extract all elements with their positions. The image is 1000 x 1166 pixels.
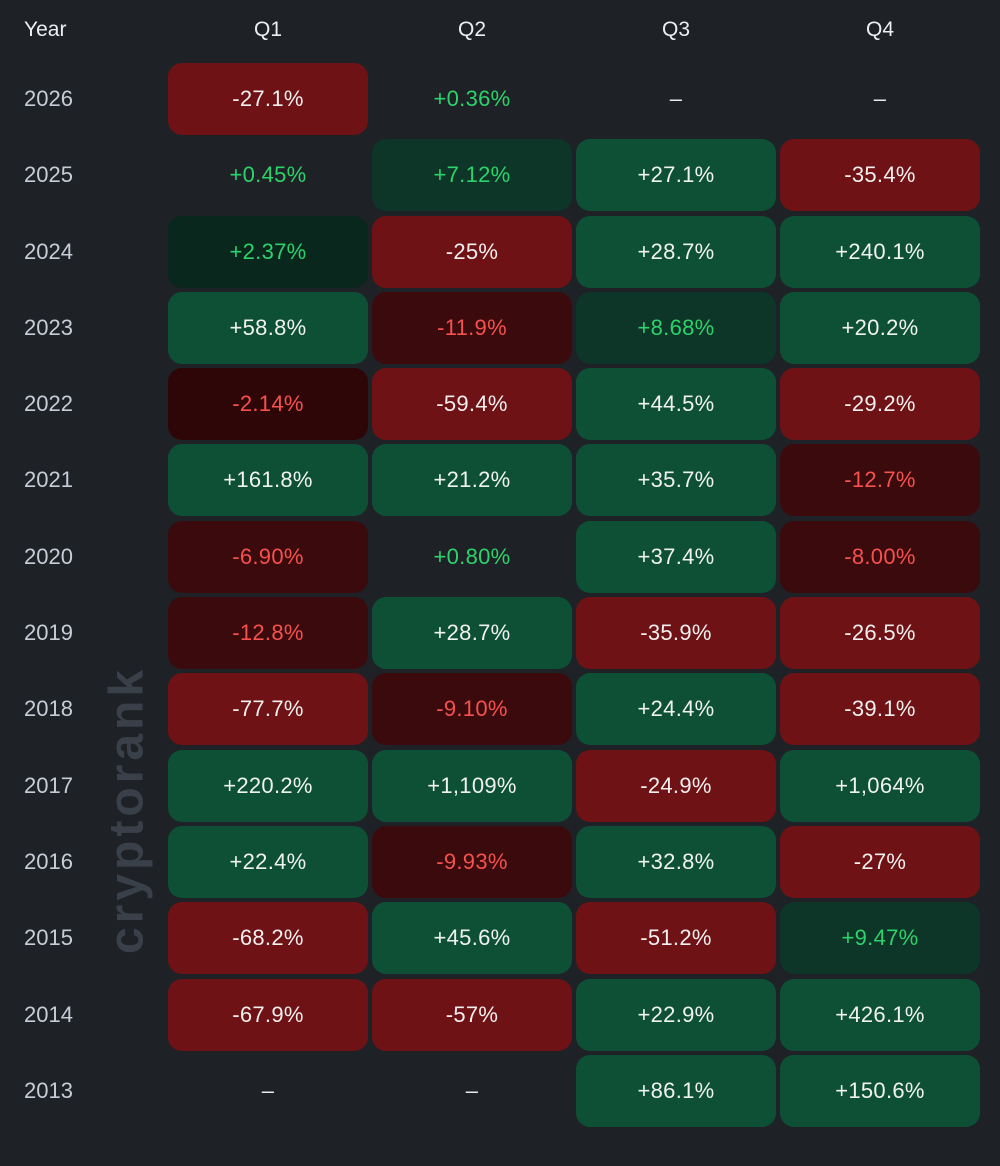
table-row: 2020 -6.90% +0.80% +37.4% -8.00% bbox=[0, 520, 1000, 593]
quarter-cell: +220.2% bbox=[168, 749, 368, 822]
table-row: 2024 +2.37% -25% +28.7% +240.1% bbox=[0, 215, 1000, 288]
table-row: 2023 +58.8% -11.9% +8.68% +20.2% bbox=[0, 291, 1000, 364]
quarter-cell: – bbox=[669, 86, 683, 111]
quarter-cell: -27.1% bbox=[168, 63, 368, 135]
year-column-header: Year bbox=[24, 18, 67, 41]
quarter-cell: -77.7% bbox=[168, 673, 368, 746]
year-label: 2016 bbox=[24, 848, 73, 874]
table-row: 2016 +22.4% -9.93% +32.8% -27% bbox=[0, 825, 1000, 898]
quarter-cell: -35.4% bbox=[780, 139, 980, 212]
quarter-cell: – bbox=[465, 1077, 479, 1103]
quarter-cell: +28.7% bbox=[372, 597, 572, 670]
year-label: 2020 bbox=[24, 543, 73, 569]
quarter-cell: +22.4% bbox=[168, 825, 368, 898]
quarter-cell: +161.8% bbox=[168, 444, 368, 517]
quarter-cell: +37.4% bbox=[576, 520, 776, 593]
quarter-cell: +7.12% bbox=[372, 139, 572, 212]
quarter-cell: +0.80% bbox=[433, 543, 511, 569]
year-label: 2021 bbox=[24, 467, 73, 493]
table-row: 2019 -12.8% +28.7% -35.9% -26.5% bbox=[0, 597, 1000, 670]
quarter-cell: +0.45% bbox=[229, 162, 307, 188]
year-label: 2015 bbox=[24, 925, 73, 951]
year-label: 2018 bbox=[24, 696, 73, 722]
quarter-cell: – bbox=[261, 1077, 275, 1103]
quarter-cell: +86.1% bbox=[576, 1054, 776, 1127]
year-label: 2019 bbox=[24, 620, 73, 646]
quarter-cell: -8.00% bbox=[780, 520, 980, 593]
quarter-header-q2: Q2 bbox=[457, 18, 486, 41]
table-row: 2026 -27.1% +0.36% – – bbox=[0, 63, 1000, 135]
quarter-cell: -11.9% bbox=[372, 291, 572, 364]
table-row: 2018 -77.7% -9.10% +24.4% -39.1% bbox=[0, 673, 1000, 746]
table-row: 2014 -67.9% -57% +22.9% +426.1% bbox=[0, 978, 1000, 1051]
quarter-cell: +1,109% bbox=[372, 749, 572, 822]
year-label: 2013 bbox=[24, 1077, 73, 1103]
quarter-cell: -24.9% bbox=[576, 749, 776, 822]
year-label: 2023 bbox=[24, 314, 73, 340]
quarter-cell: -2.14% bbox=[168, 368, 368, 441]
quarter-cell: – bbox=[873, 86, 887, 111]
table-row: 2013 – – +86.1% +150.6% bbox=[0, 1054, 1000, 1127]
table-row: 2025 +0.45% +7.12% +27.1% -35.4% bbox=[0, 139, 1000, 212]
table-row: 2022 -2.14% -59.4% +44.5% -29.2% bbox=[0, 368, 1000, 441]
quarter-cell: +20.2% bbox=[780, 291, 980, 364]
quarter-cell: +0.36% bbox=[433, 86, 511, 111]
quarter-cell: +24.4% bbox=[576, 673, 776, 746]
quarter-cell: -29.2% bbox=[780, 368, 980, 441]
quarter-cell: +8.68% bbox=[576, 291, 776, 364]
table-row: 2021 +161.8% +21.2% +35.7% -12.7% bbox=[0, 444, 1000, 517]
year-label: 2026 bbox=[24, 86, 73, 111]
quarter-cell: -12.7% bbox=[780, 444, 980, 517]
quarter-cell: -12.8% bbox=[168, 597, 368, 670]
quarter-cell: -35.9% bbox=[576, 597, 776, 670]
year-label: 2024 bbox=[24, 238, 73, 264]
quarter-header-q3: Q3 bbox=[661, 18, 690, 41]
quarter-cell: +35.7% bbox=[576, 444, 776, 517]
quarter-cell: -51.2% bbox=[576, 902, 776, 975]
quarter-cell: +150.6% bbox=[780, 1054, 980, 1127]
quarter-cell: +58.8% bbox=[168, 291, 368, 364]
quarter-cell: -68.2% bbox=[168, 902, 368, 975]
year-label: 2017 bbox=[24, 772, 73, 798]
quarter-cell: +9.47% bbox=[780, 902, 980, 975]
quarter-cell: -6.90% bbox=[168, 520, 368, 593]
quarter-cell: +32.8% bbox=[576, 825, 776, 898]
quarter-cell: -59.4% bbox=[372, 368, 572, 441]
year-label: 2022 bbox=[24, 391, 73, 417]
quarter-cell: +22.9% bbox=[576, 978, 776, 1051]
quarter-cell: -9.93% bbox=[372, 825, 572, 898]
quarter-cell: +240.1% bbox=[780, 215, 980, 288]
year-label: 2025 bbox=[24, 162, 73, 188]
quarter-cell: +27.1% bbox=[576, 139, 776, 212]
quarter-cell: +2.37% bbox=[168, 215, 368, 288]
quarter-cell: -25% bbox=[372, 215, 572, 288]
quarter-header-q1: Q1 bbox=[253, 18, 282, 41]
table-header: Year Q1 Q2 Q3 Q4 bbox=[0, 0, 1000, 63]
quarter-cell: +45.6% bbox=[372, 902, 572, 975]
table-row: 2015 -68.2% +45.6% -51.2% +9.47% bbox=[0, 902, 1000, 975]
quarter-cell: -26.5% bbox=[780, 597, 980, 670]
quarter-cell: +28.7% bbox=[576, 215, 776, 288]
quarter-cell: +426.1% bbox=[780, 978, 980, 1051]
quarter-cell: -9.10% bbox=[372, 673, 572, 746]
year-label: 2014 bbox=[24, 1001, 73, 1027]
quarter-cell: +44.5% bbox=[576, 368, 776, 441]
quarter-cell: +1,064% bbox=[780, 749, 980, 822]
quarter-cell: -39.1% bbox=[780, 673, 980, 746]
table-body: 2026 -27.1% +0.36% – – 2025 +0.45% +7.12% +27.1%… bbox=[0, 63, 1000, 1127]
quarter-cell: -27% bbox=[780, 825, 980, 898]
quarter-cell: -57% bbox=[372, 978, 572, 1051]
quarter-cell: +21.2% bbox=[372, 444, 572, 517]
table-row: 2017 +220.2% +1,109% -24.9% +1,064% bbox=[0, 749, 1000, 822]
quarter-header-q4: Q4 bbox=[865, 18, 894, 41]
quarter-cell: -67.9% bbox=[168, 978, 368, 1051]
